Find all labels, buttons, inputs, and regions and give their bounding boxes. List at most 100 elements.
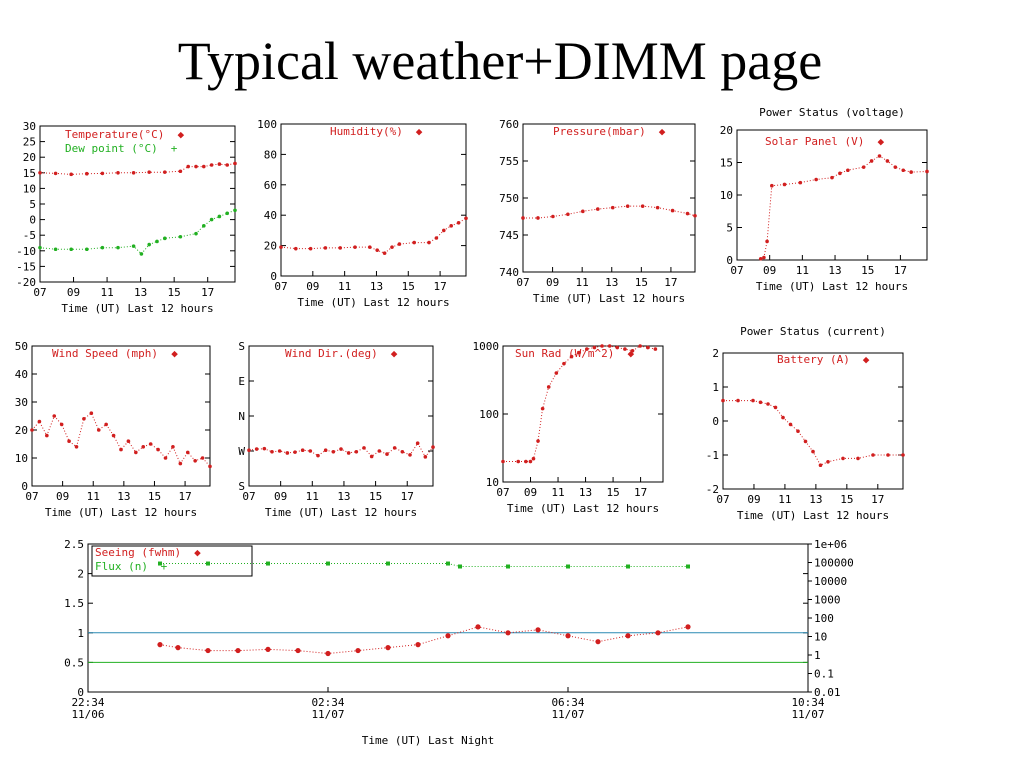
y-tick-label: 60 — [264, 179, 277, 192]
plot-frame — [522, 123, 696, 273]
data-point — [85, 171, 89, 176]
x-tick-label: 15 — [168, 286, 181, 299]
y2-tick-label: 0.01 — [814, 686, 841, 699]
y-tick-label: 100 — [257, 118, 277, 131]
data-point — [412, 240, 416, 245]
x-tick-label: 17 — [871, 493, 884, 506]
data-point — [178, 169, 183, 174]
legend-marker: + — [161, 560, 168, 573]
data-point — [765, 239, 769, 244]
legend-box — [91, 545, 253, 577]
x-tick-label: 13 — [337, 490, 350, 503]
data-point — [353, 245, 357, 249]
y-tick-label: 30 — [15, 396, 28, 409]
x-tick-label: 09 — [546, 276, 559, 289]
legend-entry: Seeing (fwhm) — [95, 546, 181, 559]
data-point — [886, 453, 890, 457]
x-tick-label: 15 — [635, 276, 648, 289]
legend-marker: ◆ — [194, 546, 201, 559]
y-tick-label: 20 — [23, 151, 36, 164]
series-trace — [760, 155, 928, 260]
battery-chart: 2 1 0 -1 -207 09 11 13 15 17 Time (UT) Last 12 hou… — [706, 325, 905, 522]
x-axis-label: Time (UT) Last 12 hours — [265, 506, 417, 519]
data-point — [505, 630, 511, 636]
y-tick-label: 10 — [23, 182, 36, 195]
legend-marker: ◆ — [628, 347, 635, 360]
y-tick-label: 10 — [486, 476, 499, 489]
x-tick-label: 17 — [894, 264, 907, 277]
series-trace — [159, 626, 689, 655]
y2-tick-label: 0.1 — [814, 668, 834, 681]
y2-tick-label: 1000 — [814, 594, 841, 607]
data-point — [294, 246, 298, 251]
series-trace — [31, 412, 211, 467]
x-tick-label: 11 — [306, 490, 319, 503]
x-tick-label: 07 — [25, 490, 38, 503]
x-tick-label: 17 — [664, 276, 677, 289]
data-point — [186, 164, 190, 169]
y2-tick-label: 100 — [814, 612, 834, 625]
x-axis-label: Time (UT) Last 12 hours — [737, 509, 889, 522]
y2-tick-label: 1 — [814, 649, 821, 662]
data-point — [111, 433, 116, 438]
data-point — [685, 211, 690, 216]
data-point — [562, 361, 566, 366]
data-point — [415, 642, 421, 648]
data-point — [331, 449, 336, 454]
x-axis-label: Time (UT) Last 12 hours — [61, 302, 213, 315]
plot-frame — [31, 345, 211, 487]
x-tick-label: 17 — [634, 486, 647, 499]
data-point — [217, 214, 222, 219]
data-point — [308, 246, 313, 251]
data-point — [615, 345, 620, 350]
x-axis-label: Time (UT) Last 12 hours — [756, 280, 908, 293]
y-tick-label: E — [238, 375, 245, 388]
plot-frame — [248, 345, 434, 487]
legend-marker: + — [171, 142, 178, 155]
data-point — [126, 439, 131, 443]
legend-entry: Wind Speed (mph) — [52, 347, 158, 360]
y-tick-label: 2 — [712, 347, 719, 360]
x-tick-label: 09 — [306, 280, 319, 293]
chart-title: Power Status (voltage) — [759, 106, 905, 119]
x-tick-label: 09 — [763, 264, 776, 277]
data-point — [838, 171, 842, 176]
data-point — [400, 449, 405, 454]
x-tick-label: 07 — [242, 490, 255, 503]
x-tick-label: 11 — [796, 264, 809, 277]
data-point — [338, 246, 342, 250]
legend-marker: ◆ — [178, 128, 185, 141]
legend-entry: Solar Panel (V) — [765, 135, 864, 148]
data-point — [163, 170, 167, 174]
data-point — [225, 211, 229, 216]
legend-entry: Battery (A) — [777, 353, 850, 366]
legend-marker: ◆ — [878, 135, 885, 148]
y-tick-label: 5 — [726, 222, 733, 235]
legend-marker: ◆ — [863, 353, 870, 366]
legend-entry: Dew point (°C) — [65, 142, 158, 155]
data-point — [178, 234, 183, 239]
data-point — [531, 456, 536, 461]
x-tick-label: 17 — [401, 490, 414, 503]
data-point — [798, 180, 803, 185]
legend-entry: Wind Dir.(deg) — [285, 347, 378, 360]
data-point — [38, 245, 42, 250]
data-point — [925, 169, 929, 174]
plot-frame — [722, 352, 904, 490]
data-point — [758, 400, 763, 405]
data-point — [233, 161, 237, 166]
x-tick-label: 15 — [606, 486, 619, 499]
x-tick-label: 11 — [338, 280, 351, 293]
y-tick-label: 50 — [15, 340, 28, 353]
data-point — [536, 439, 540, 443]
data-point — [645, 345, 650, 350]
y-tick-label: 0 — [712, 415, 719, 428]
x-tick-label: 11 — [551, 486, 564, 499]
series-trace — [723, 400, 903, 466]
legend-marker: ◆ — [659, 125, 666, 138]
data-point — [155, 239, 159, 244]
y-tick-label: 1 — [712, 381, 719, 394]
x-tick-label: 09 — [524, 486, 537, 499]
